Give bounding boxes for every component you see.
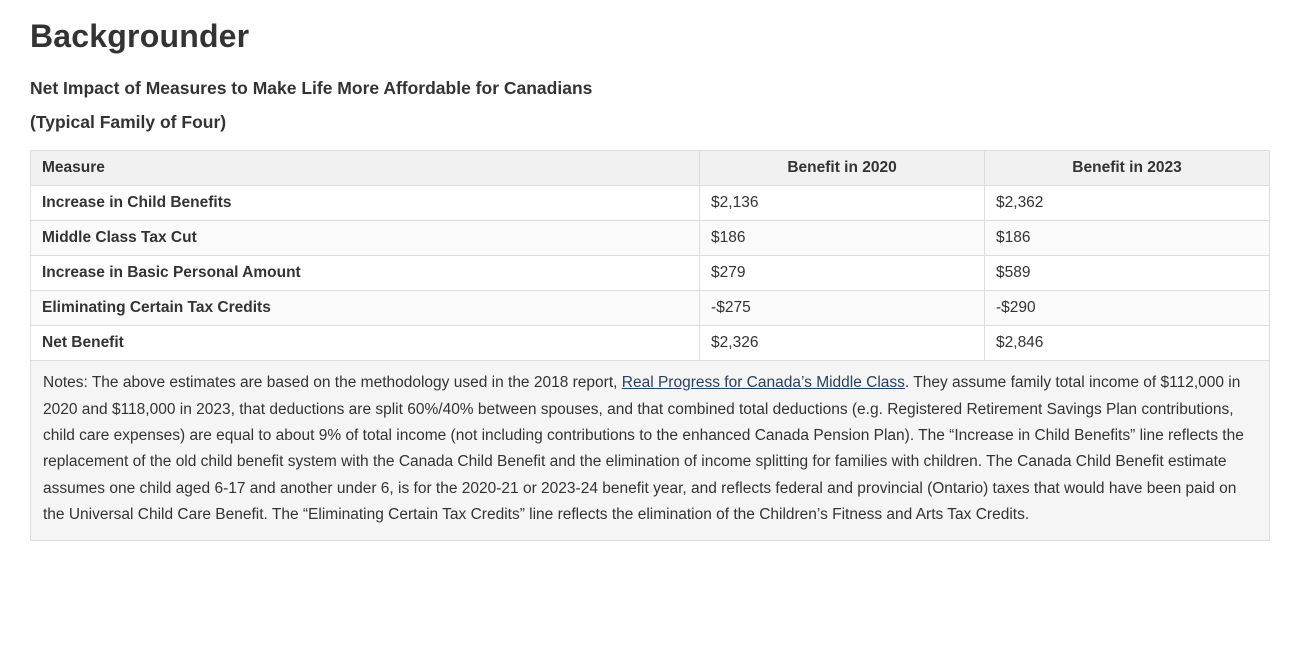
table-caption-line2: (Typical Family of Four) <box>30 111 227 132</box>
table-row: Middle Class Tax Cut $186 $186 <box>29 220 1270 257</box>
column-header-benefit-2023: Benefit in 2023 <box>984 150 1270 187</box>
page-title: Backgrounder <box>30 18 250 54</box>
value-cell: $2,846 <box>984 325 1270 362</box>
column-header-benefit-2020: Benefit in 2020 <box>699 150 986 187</box>
notes-text-suffix: . They assume family total income of $11… <box>43 374 1244 523</box>
value-cell: $2,136 <box>699 185 986 222</box>
value-cell: $279 <box>699 255 986 292</box>
value-cell: $2,362 <box>984 185 1270 222</box>
measure-cell: Eliminating Certain Tax Credits <box>29 290 701 327</box>
table-header-row: Measure Benefit in 2020 Benefit in 2023 <box>29 150 1270 187</box>
table-footer: Notes: The above estimates are based on … <box>30 360 1270 542</box>
column-header-measure: Measure <box>29 150 701 187</box>
report-link[interactable]: Real Progress for Canada’s Middle Class <box>621 374 905 392</box>
notes-text-prefix: Notes: The above estimates are based on … <box>43 374 622 392</box>
measure-cell: Increase in Child Benefits <box>29 185 701 222</box>
measure-cell: Net Benefit <box>29 325 701 362</box>
table-row: Eliminating Certain Tax Credits -$275 -$29… <box>29 290 1270 327</box>
measure-cell: Middle Class Tax Cut <box>29 220 701 257</box>
table-body: Increase in Child Benefits $2,136 $2,362 Mi… <box>29 185 1270 362</box>
value-cell: $186 <box>699 220 986 257</box>
net-impact-table: Measure Benefit in 2020 Benefit in 2023 … <box>29 150 1270 542</box>
value-cell: -$275 <box>699 290 986 327</box>
table-caption-line1: Net Impact of Measures to Make Life More… <box>30 78 593 98</box>
value-cell: $186 <box>984 220 1270 257</box>
table-row: Increase in Child Benefits $2,136 $2,362 <box>29 185 1270 222</box>
value-cell: $589 <box>984 255 1270 292</box>
value-cell: -$290 <box>984 290 1270 327</box>
measure-cell: Increase in Basic Personal Amount <box>29 255 701 292</box>
table-row: Net Benefit $2,326 $2,846 <box>29 325 1270 362</box>
notes-cell: Notes: The above estimates are based on … <box>30 360 1270 542</box>
value-cell: $2,326 <box>699 325 986 362</box>
table-row: Increase in Basic Personal Amount $279 $58… <box>29 255 1270 292</box>
